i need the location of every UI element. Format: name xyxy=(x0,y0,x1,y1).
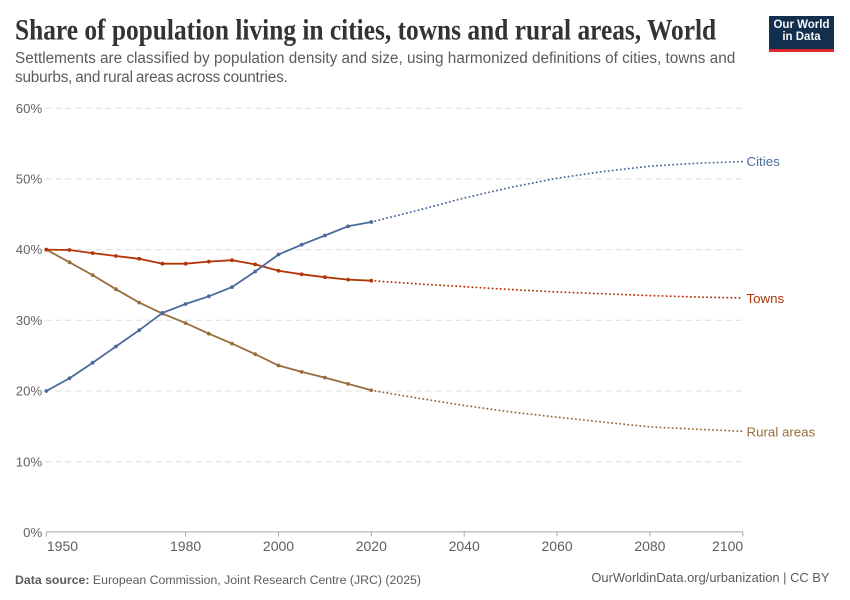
svg-text:Rural areas: Rural areas xyxy=(747,424,816,439)
svg-text:20%: 20% xyxy=(16,384,43,399)
svg-text:10%: 10% xyxy=(16,454,43,469)
svg-text:40%: 40% xyxy=(16,242,43,257)
svg-text:60%: 60% xyxy=(16,101,43,116)
svg-text:Cities: Cities xyxy=(747,154,781,169)
svg-text:0%: 0% xyxy=(23,525,42,540)
svg-text:1950: 1950 xyxy=(47,538,78,554)
svg-text:2020: 2020 xyxy=(356,538,387,554)
svg-text:Towns: Towns xyxy=(747,291,785,306)
svg-text:2040: 2040 xyxy=(449,538,480,554)
svg-text:2080: 2080 xyxy=(634,538,665,554)
svg-text:30%: 30% xyxy=(16,313,43,328)
svg-text:50%: 50% xyxy=(16,172,43,187)
svg-text:2000: 2000 xyxy=(263,538,294,554)
svg-text:1980: 1980 xyxy=(170,538,201,554)
svg-text:2060: 2060 xyxy=(542,538,573,554)
svg-text:2100: 2100 xyxy=(712,538,743,554)
